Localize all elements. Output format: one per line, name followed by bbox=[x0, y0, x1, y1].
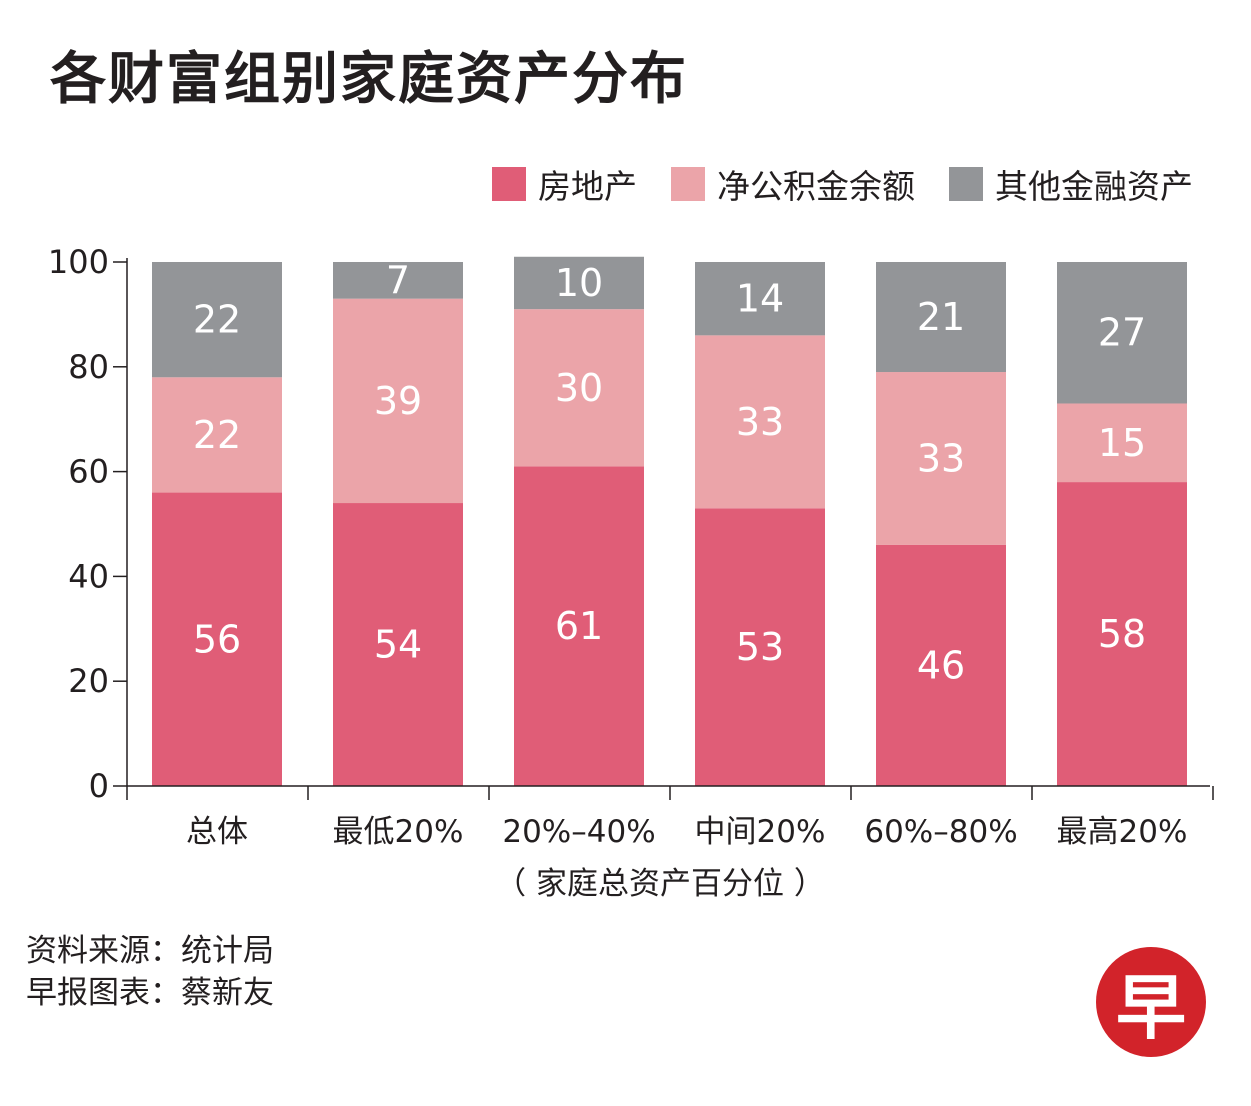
data-label: 56 bbox=[193, 617, 241, 661]
legend-swatch-other-financial bbox=[949, 167, 983, 201]
bar-segment bbox=[514, 256, 644, 310]
data-label: 7 bbox=[386, 258, 410, 302]
category-label: 中间20% bbox=[695, 814, 826, 850]
data-label: 54 bbox=[374, 623, 422, 667]
y-tick-label: 80 bbox=[68, 348, 109, 386]
bar-segment bbox=[876, 372, 1006, 545]
bar-segment bbox=[1057, 262, 1187, 404]
legend-swatch-cpf bbox=[671, 167, 705, 201]
bar-segment bbox=[876, 262, 1006, 373]
category-label: 最高20% bbox=[1057, 814, 1188, 850]
sources: 资料来源：统计局 早报图表：蔡新友 bbox=[26, 930, 274, 1014]
legend-item-real-estate: 房地产 bbox=[492, 160, 637, 208]
bar-segment bbox=[1057, 482, 1187, 786]
y-tick-label: 0 bbox=[89, 767, 109, 805]
legend-label-real-estate: 房地产 bbox=[538, 167, 637, 206]
data-label: 21 bbox=[917, 295, 965, 339]
legend-label-other-financial: 其他金融资产 bbox=[995, 167, 1193, 206]
data-label: 39 bbox=[374, 379, 422, 423]
y-tick-label: 40 bbox=[68, 557, 109, 595]
bar-segment bbox=[152, 492, 282, 786]
bar-segment bbox=[1057, 403, 1187, 483]
data-label: 30 bbox=[555, 366, 603, 410]
legend-swatch-real-estate bbox=[492, 167, 526, 201]
data-label: 46 bbox=[917, 643, 965, 687]
legend: 房地产 净公积金余额 其他金融资产 bbox=[492, 160, 1193, 208]
legend-label-cpf: 净公积金余额 bbox=[717, 167, 915, 206]
category-label: 20%–40% bbox=[502, 814, 655, 850]
chart-title: 各财富组别家庭资产分布 bbox=[50, 47, 688, 112]
data-label: 53 bbox=[736, 625, 784, 669]
bar-segment bbox=[152, 262, 282, 378]
y-tick-label: 60 bbox=[68, 453, 109, 491]
data-label: 33 bbox=[736, 400, 784, 444]
data-label: 27 bbox=[1098, 311, 1146, 355]
category-label: 总体 bbox=[186, 814, 248, 850]
category-label: 60%–80% bbox=[864, 814, 1017, 850]
bar-segment bbox=[333, 298, 463, 504]
data-label: 22 bbox=[193, 298, 241, 342]
bar-segment bbox=[152, 377, 282, 493]
logo-char: 早 bbox=[1116, 966, 1186, 1049]
category-label: 最低20% bbox=[333, 814, 464, 850]
bar-segment bbox=[695, 335, 825, 509]
bar-segment bbox=[333, 262, 463, 299]
credit-line: 早报图表：蔡新友 bbox=[26, 975, 274, 1011]
bar-segment bbox=[876, 544, 1006, 786]
x-axis-label: （ 家庭总资产百分位 ） bbox=[495, 866, 825, 902]
data-label: 33 bbox=[917, 437, 965, 481]
bar-segment bbox=[695, 262, 825, 336]
data-label: 10 bbox=[555, 261, 603, 305]
bar-segment bbox=[333, 503, 463, 786]
data-label: 58 bbox=[1098, 612, 1146, 656]
source-line: 资料来源：统计局 bbox=[26, 933, 274, 969]
legend-item-cpf: 净公积金余额 bbox=[671, 160, 915, 208]
bar-segment bbox=[514, 309, 644, 467]
legend-item-other-financial: 其他金融资产 bbox=[949, 160, 1193, 208]
bar-segment bbox=[695, 508, 825, 786]
zaobao-logo: 早 bbox=[1096, 947, 1206, 1057]
data-label: 22 bbox=[193, 413, 241, 457]
data-label: 14 bbox=[736, 277, 784, 321]
data-label: 61 bbox=[555, 604, 603, 648]
y-tick-label: 20 bbox=[68, 662, 109, 700]
data-label: 15 bbox=[1098, 421, 1146, 465]
y-tick-label: 100 bbox=[48, 243, 109, 281]
bar-segment bbox=[514, 466, 644, 786]
